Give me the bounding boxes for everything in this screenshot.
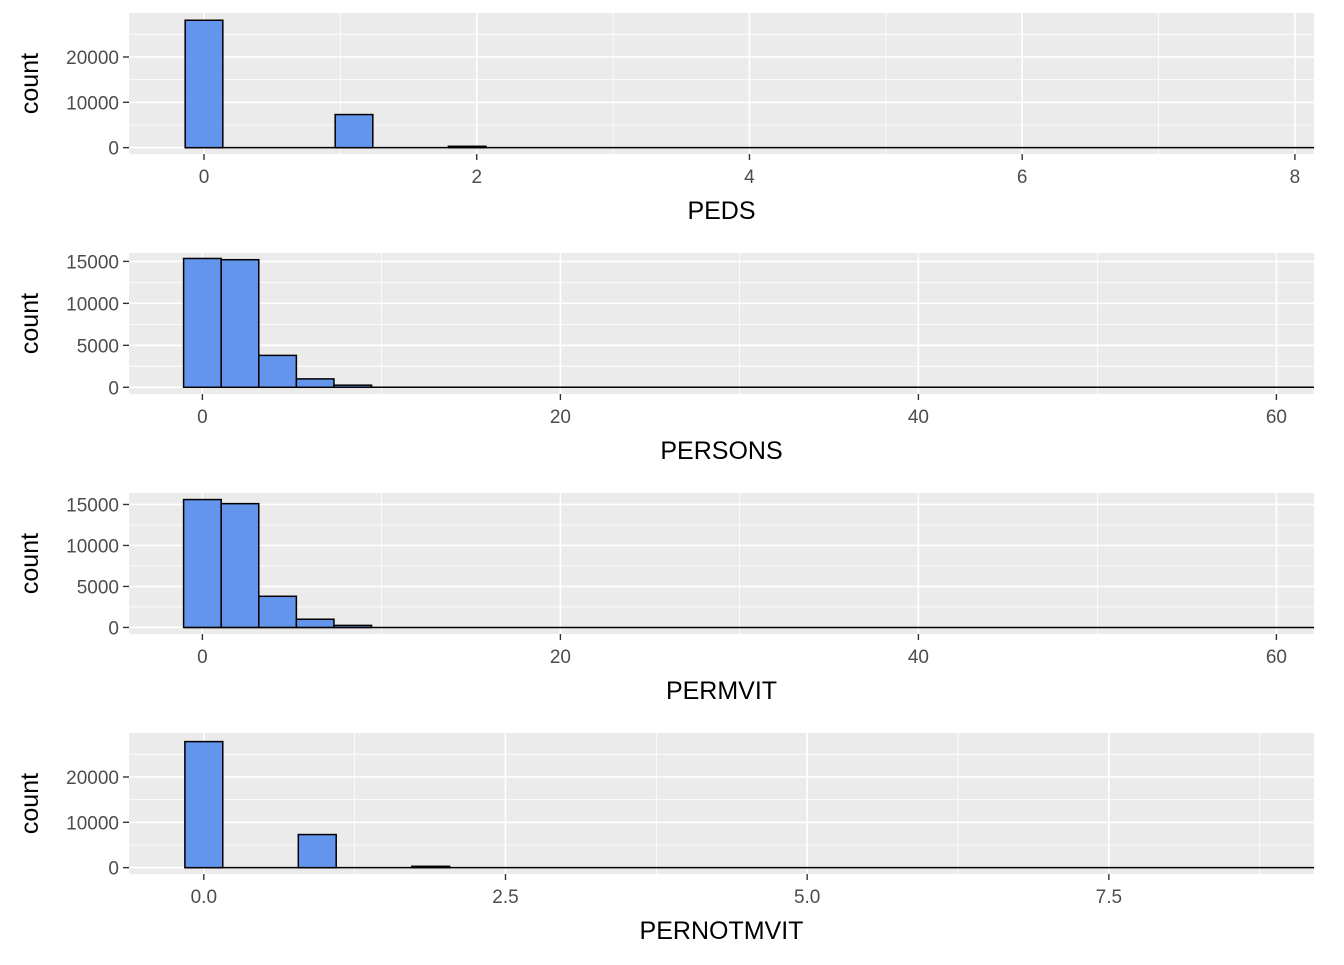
y-tick-label: 15000 <box>66 495 119 516</box>
y-axis-title: count <box>16 533 44 594</box>
y-tick-label: 10000 <box>66 93 119 114</box>
y-tick-label: 10000 <box>66 294 119 315</box>
x-tick-label: 2 <box>471 167 482 188</box>
histogram-bar <box>334 113 374 149</box>
y-axis-title: count <box>16 53 44 114</box>
y-tick-label: 20000 <box>66 48 119 69</box>
histogram-bar <box>295 618 335 629</box>
histogram-bar <box>333 624 373 629</box>
x-tick-label: 40 <box>908 407 929 428</box>
histogram-bar <box>184 740 224 869</box>
x-axis-title: PERMVIT <box>666 677 777 705</box>
histogram-bar <box>447 145 487 149</box>
x-tick-label: 6 <box>1017 167 1028 188</box>
y-tick-label: 10000 <box>66 536 119 557</box>
x-tick-label: 7.5 <box>1096 887 1122 908</box>
x-tick-label: 4 <box>744 167 755 188</box>
x-tick-label: 60 <box>1266 647 1287 668</box>
histogram-bar <box>258 595 298 629</box>
x-tick-label: 0 <box>197 407 208 428</box>
x-tick-label: 20 <box>550 407 571 428</box>
x-tick-label: 0 <box>199 167 210 188</box>
y-tick-label: 5000 <box>77 336 119 357</box>
histogram-bar <box>220 502 260 629</box>
x-tick-label: 60 <box>1266 407 1287 428</box>
histogram-bar <box>182 498 222 629</box>
x-tick-label: 40 <box>908 647 929 668</box>
histogram-bar <box>295 378 335 389</box>
y-axis-title: count <box>16 773 44 834</box>
y-tick-label: 0 <box>108 378 119 399</box>
x-tick-label: 20 <box>550 647 571 668</box>
histogram-bar <box>410 865 451 869</box>
histogram-bar <box>182 257 222 389</box>
y-tick-label: 10000 <box>66 813 119 834</box>
panel-background-1 <box>129 13 1314 154</box>
x-axis-title: PERNOTMVIT <box>640 917 804 945</box>
y-tick-label: 0 <box>108 859 119 880</box>
y-tick-label: 20000 <box>66 768 119 789</box>
histogram-bar <box>184 19 224 149</box>
histogram-bar <box>333 384 373 389</box>
histogram-bar <box>220 258 260 389</box>
x-tick-label: 2.5 <box>492 887 518 908</box>
x-axis-title: PERSONS <box>660 437 782 465</box>
y-tick-label: 15000 <box>66 252 119 273</box>
y-tick-label: 0 <box>108 139 119 160</box>
x-tick-label: 0 <box>197 647 208 668</box>
y-tick-label: 0 <box>108 618 119 639</box>
panel-background-3 <box>129 493 1314 634</box>
y-tick-label: 5000 <box>77 577 119 598</box>
histogram-bar <box>297 833 337 869</box>
x-tick-label: 0.0 <box>191 887 217 908</box>
x-tick-label: 8 <box>1290 167 1301 188</box>
x-tick-label: 5.0 <box>794 887 820 908</box>
histogram-bar <box>258 354 298 389</box>
y-axis-title: count <box>16 293 44 354</box>
panel-background-2 <box>129 253 1314 394</box>
x-axis-title: PEDS <box>687 197 755 225</box>
